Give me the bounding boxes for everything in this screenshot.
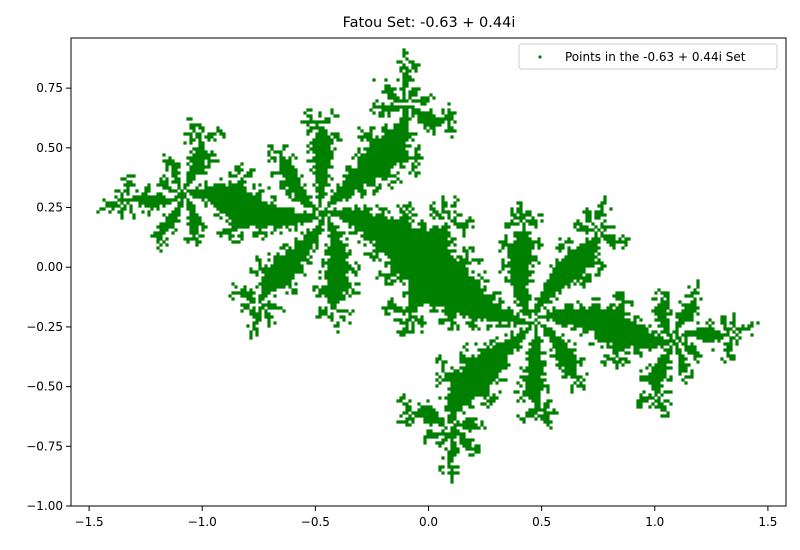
x-tick-label: 0.5 <box>532 515 551 529</box>
x-axis: −1.5 −1.0 −0.5 0.0 0.5 1.0 1.5 <box>75 506 777 529</box>
legend-entry-label: Points in the -0.63 + 0.44i Set <box>565 50 746 64</box>
y-tick-label: 0.50 <box>36 141 63 155</box>
y-tick-label: −0.75 <box>26 439 63 453</box>
x-tick-label: 0.0 <box>419 515 438 529</box>
scatter-points <box>96 48 760 484</box>
chart-title: Fatou Set: -0.63 + 0.44i <box>343 15 516 31</box>
y-axis: −1.00 −0.75 −0.50 −0.25 0.00 0.25 0.50 0.75 <box>26 81 71 513</box>
legend-marker <box>538 55 542 59</box>
y-tick-label: −1.00 <box>26 499 63 513</box>
x-tick-label: 1.5 <box>758 515 777 529</box>
y-tick-label: 0.75 <box>36 81 63 95</box>
x-tick-label: 1.0 <box>645 515 664 529</box>
y-tick-label: −0.50 <box>26 380 63 394</box>
fatou-set-points <box>96 48 760 484</box>
x-tick-label: −0.5 <box>301 515 330 529</box>
legend-box <box>518 43 778 70</box>
y-tick-label: 0.25 <box>36 201 63 215</box>
y-tick-label: −0.25 <box>26 320 63 334</box>
y-tick-label: 0.00 <box>36 260 63 274</box>
x-tick-label: −1.0 <box>188 515 217 529</box>
legend: Points in the -0.63 + 0.44i Set <box>518 43 778 70</box>
x-tick-label: −1.5 <box>75 515 104 529</box>
